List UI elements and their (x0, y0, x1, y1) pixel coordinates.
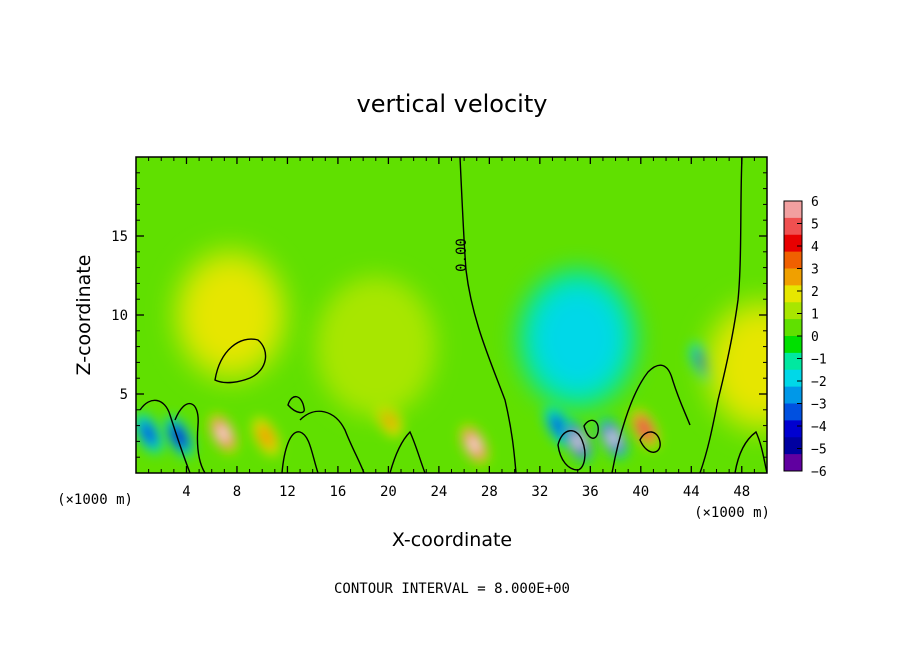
field-feature (208, 413, 238, 454)
field-features (136, 245, 767, 465)
x-unit-right: (×1000 m) (694, 505, 770, 521)
y-tick-label: 15 (111, 229, 128, 245)
zero-contour-right (699, 157, 743, 473)
x-tick-label: 8 (233, 484, 241, 500)
zero-contour-cell-j (734, 430, 767, 473)
colorbar-label: −6 (811, 465, 827, 480)
zero-contour-cell-e (287, 396, 305, 414)
zero-contours (139, 157, 767, 473)
zero-contour-cell-c (174, 402, 206, 473)
chart-title: vertical velocity (357, 90, 548, 118)
field-feature (630, 408, 659, 449)
colorbar-band (784, 403, 802, 421)
field-feature (460, 424, 489, 465)
colorbar-band (784, 386, 802, 404)
x-ticks: 4 8 12 16 20 24 28 32 36 40 44 48 (148, 157, 755, 500)
colorbar-label: −4 (811, 420, 827, 435)
colorbar-band (784, 285, 802, 303)
y-axis-label: Z-coordinate (73, 255, 95, 376)
x-tick-label: 32 (531, 484, 548, 500)
colorbar-label: 0 (811, 330, 819, 345)
colorbar-band (784, 234, 802, 253)
colorbar-label: −1 (811, 353, 827, 368)
zero-contour-cell-a (214, 338, 267, 384)
colorbar: 6 5 4 3 2 1 0 −1 −2 −3 −4 −5 −6 (783, 195, 827, 480)
colorbar-band (784, 319, 802, 337)
zero-contour-cell-d (281, 431, 319, 473)
colorbar-band (784, 217, 802, 236)
x-tick-label: 12 (279, 484, 296, 500)
field-feature (517, 268, 638, 409)
colorbar-band (784, 302, 802, 320)
colorbar-label: 2 (811, 285, 819, 300)
y-tick-label: 5 (120, 387, 128, 403)
zero-contour-cell-g (389, 430, 426, 473)
x-tick-label: 4 (182, 484, 190, 500)
field-feature (164, 416, 194, 457)
y-tick-label: 10 (111, 308, 128, 324)
x-tick-label: 20 (380, 484, 397, 500)
colorbar-label: 4 (811, 240, 819, 255)
colorbar-band (784, 251, 802, 269)
x-unit-left: (×1000 m) (57, 492, 133, 508)
colorbar-label: −5 (811, 443, 827, 458)
colorbar-label: 1 (811, 308, 819, 323)
x-tick-label: 48 (733, 484, 750, 500)
zero-contour-cell-h (611, 364, 691, 473)
x-tick-label: 44 (683, 484, 700, 500)
field-feature (598, 418, 628, 459)
x-tick-label: 24 (430, 484, 447, 500)
zero-contour-cell-k (557, 430, 586, 471)
colorbar-band (784, 352, 802, 371)
colorbar-band (784, 268, 802, 286)
field-feature (170, 245, 291, 385)
plot-area: 0.00 (136, 157, 767, 473)
x-tick-label: 40 (632, 484, 649, 500)
zero-contour-cell-b (139, 399, 191, 473)
field-feature (251, 416, 281, 457)
colorbar-band (784, 437, 802, 455)
zero-contour-main (459, 157, 517, 473)
colorbar-band (784, 201, 802, 219)
colorbar-label: 5 (811, 218, 819, 233)
field-feature (315, 276, 436, 417)
zero-contour-cell-i (639, 431, 661, 453)
colorbar-label: 3 (811, 263, 819, 278)
x-tick-label: 28 (481, 484, 498, 500)
colorbar-band (784, 420, 802, 438)
zero-contour-cell-f (299, 410, 365, 473)
colorbar-label: 6 (811, 195, 819, 210)
x-tick-label: 36 (582, 484, 599, 500)
x-axis-label: X-coordinate (392, 529, 512, 551)
colorbar-band (784, 454, 802, 472)
x-tick-label: 16 (329, 484, 346, 500)
contour-interval-note: CONTOUR INTERVAL = 8.000E+00 (334, 581, 570, 597)
y-ticks: 5 10 15 (111, 172, 767, 458)
zero-contour-cell-l (583, 419, 599, 439)
field-feature (700, 295, 767, 436)
contour-value-label: 0.00 (454, 238, 470, 272)
field-feature (136, 413, 163, 454)
colorbar-label: −2 (811, 375, 827, 390)
colorbar-label: −3 (811, 398, 827, 413)
colorbar-band (784, 369, 802, 388)
colorbar-band (784, 336, 802, 354)
